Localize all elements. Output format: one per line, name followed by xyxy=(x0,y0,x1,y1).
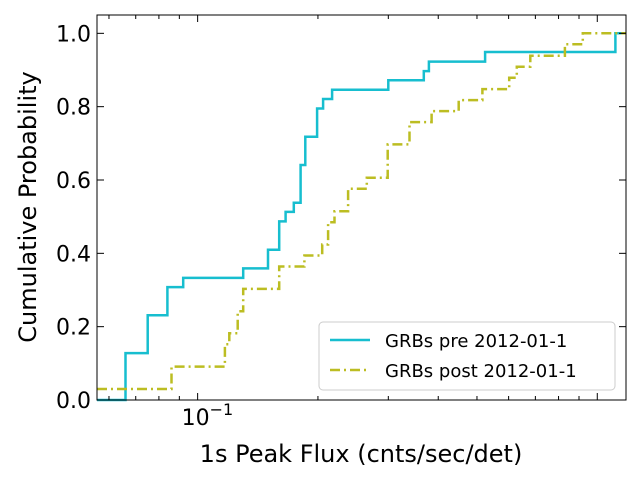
y-tick-label: 0.6 xyxy=(56,169,91,194)
series-line-1 xyxy=(97,32,626,391)
series-line-0 xyxy=(97,32,626,402)
plot-frame xyxy=(96,14,627,401)
legend-label-post: GRBs post 2012-01-1 xyxy=(385,361,577,382)
series-layer xyxy=(97,32,626,402)
y-tick-label: 0.8 xyxy=(56,96,91,121)
y-tick-label: 0.4 xyxy=(56,242,91,267)
y-tick-label: 1.0 xyxy=(56,22,91,47)
x-axis-title: 1s Peak Flux (cnts/sec/det) xyxy=(200,440,523,468)
legend-label-pre: GRBs pre 2012-01-1 xyxy=(385,331,567,352)
legend-box xyxy=(318,321,616,391)
y-tick-label: 0.0 xyxy=(56,389,91,414)
y-axis-title: Cumulative Probability xyxy=(14,71,42,342)
x-tick-label: 10−1 xyxy=(182,400,234,431)
legend: GRBs pre 2012-01-1 GRBs post 2012-01-1 xyxy=(318,321,616,391)
y-tick-label: 0.2 xyxy=(56,316,91,341)
ticks-layer: 0.0 0.2 0.4 0.6 0.8 1.0 10−1 xyxy=(56,15,626,431)
